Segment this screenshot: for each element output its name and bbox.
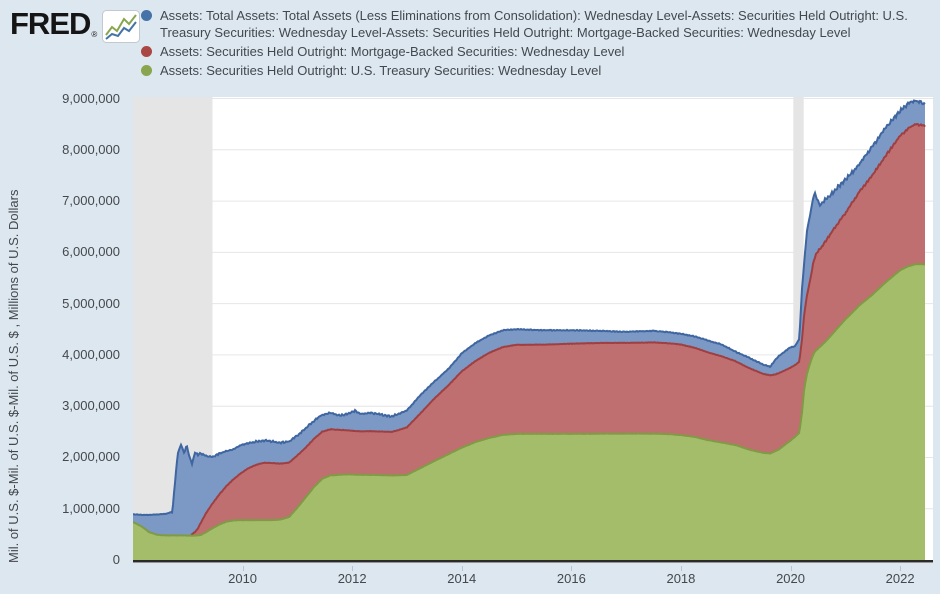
x-axis-tick-mark [680, 566, 682, 571]
y-axis-tick-label: 6,000,000 [62, 244, 120, 260]
treasury-top-line [133, 263, 926, 537]
mbs-area [133, 124, 925, 536]
x-axis-tick-mark [461, 566, 463, 571]
legend-label: Assets: Total Assets: Total Assets (Less… [160, 8, 908, 41]
legend-item-mbs[interactable]: Assets: Securities Held Outright: Mortga… [141, 43, 933, 60]
x-axis-tick-label: 2016 [556, 571, 586, 586]
x-axis-tick-mark [900, 566, 902, 571]
chart-legend: Assets: Total Assets: Total Assets (Less… [141, 7, 933, 82]
y-axis-tick-label: 2,000,000 [62, 449, 120, 465]
x-axis-tick-label: 2010 [228, 571, 258, 586]
treasury-area [133, 264, 925, 560]
total-assets-line [133, 99, 926, 517]
legend-bullet-blue [141, 10, 152, 21]
mbs-top-line [190, 122, 926, 536]
legend-label: Assets: Securities Held Outright: U.S. T… [160, 63, 602, 79]
y-axis-tick-labels: 0 1,000,000 2,000,000 3,000,000 4,000,000 5,0… [28, 0, 120, 594]
other-assets-area [133, 100, 925, 536]
fred-logo-text: FRED [10, 6, 91, 41]
legend-item-total-less-treasury-less-mbs[interactable]: Assets: Total Assets: Total Assets (Less… [141, 7, 933, 41]
legend-label: Assets: Securities Held Outright: Mortga… [160, 44, 625, 60]
y-axis-tick-label: 9,000,000 [62, 90, 120, 106]
legend-bullet-green [141, 65, 152, 77]
y-axis-tick-label: 3,000,000 [62, 398, 120, 414]
fred-logo[interactable]: FRED ® [10, 6, 141, 48]
x-axis-tick-label: 2012 [337, 571, 367, 586]
x-axis-tick-mark [571, 566, 573, 571]
y-axis-tick-label: 4,000,000 [62, 346, 120, 362]
y-axis-tick-label: 0 [112, 552, 120, 567]
x-axis-tick-label: 2022 [885, 571, 915, 586]
x-axis-tick-label: 2020 [776, 571, 805, 586]
fred-logo-registered-mark: ® [91, 30, 98, 39]
legend-item-treasury[interactable]: Assets: Securities Held Outright: U.S. T… [141, 62, 933, 79]
y-axis-tick-label: 5,000,000 [62, 295, 120, 311]
x-axis-tick-label: 2014 [447, 571, 477, 586]
fred-logo-chart-icon [102, 10, 141, 48]
y-axis-tick-label: 8,000,000 [62, 141, 120, 157]
recession-band [793, 97, 804, 560]
x-axis-line [133, 560, 933, 563]
y-axis-tick-label: 1,000,000 [62, 500, 120, 516]
x-axis-tick-mark [790, 566, 792, 571]
legend-bullet-red [141, 46, 152, 58]
x-axis-tick-mark [242, 566, 244, 571]
y-axis-tick-label: 7,000,000 [62, 193, 120, 209]
chart-plot-area[interactable] [133, 97, 933, 563]
x-axis-tick-mark [352, 566, 354, 571]
x-axis-tick-label: 2018 [666, 571, 696, 586]
